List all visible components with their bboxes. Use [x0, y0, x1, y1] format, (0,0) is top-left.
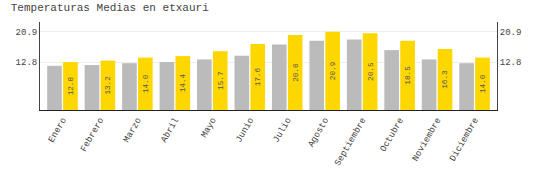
svg-text:12.8: 12.8: [500, 58, 522, 68]
svg-text:14.0: 14.0: [142, 74, 150, 93]
svg-text:Enero: Enero: [47, 116, 69, 144]
svg-text:20.0: 20.0: [292, 63, 300, 82]
svg-text:15.7: 15.7: [217, 71, 225, 89]
svg-text:13.2: 13.2: [104, 76, 112, 95]
svg-text:Febrero: Febrero: [79, 116, 107, 154]
svg-text:20.9: 20.9: [500, 28, 522, 38]
svg-text:20.9: 20.9: [329, 61, 337, 80]
svg-text:14.4: 14.4: [179, 74, 187, 93]
svg-text:12.8: 12.8: [16, 58, 38, 68]
svg-text:17.6: 17.6: [254, 68, 262, 87]
svg-text:20.9: 20.9: [16, 28, 38, 38]
svg-text:18.5: 18.5: [404, 66, 412, 85]
svg-text:Agosto: Agosto: [306, 116, 331, 149]
svg-text:Marzo: Marzo: [122, 116, 144, 144]
svg-text:14.0: 14.0: [479, 74, 487, 93]
svg-text:Abril: Abril: [159, 116, 181, 144]
svg-text:Julio: Julio: [272, 116, 294, 144]
svg-text:Temperaturas Medias en etxauri: Temperaturas Medias en etxauri: [11, 2, 209, 14]
svg-text:Mayo: Mayo: [199, 116, 218, 140]
svg-text:Noviembre: Noviembre: [411, 116, 444, 163]
svg-text:Octubre: Octubre: [379, 116, 407, 154]
svg-text:Junio: Junio: [234, 116, 256, 144]
svg-text:12.8: 12.8: [67, 77, 75, 96]
svg-text:Septiembre: Septiembre: [333, 116, 369, 168]
svg-text:Diciembre: Diciembre: [448, 116, 481, 163]
svg-text:16.3: 16.3: [441, 70, 449, 89]
svg-text:20.5: 20.5: [367, 62, 375, 81]
